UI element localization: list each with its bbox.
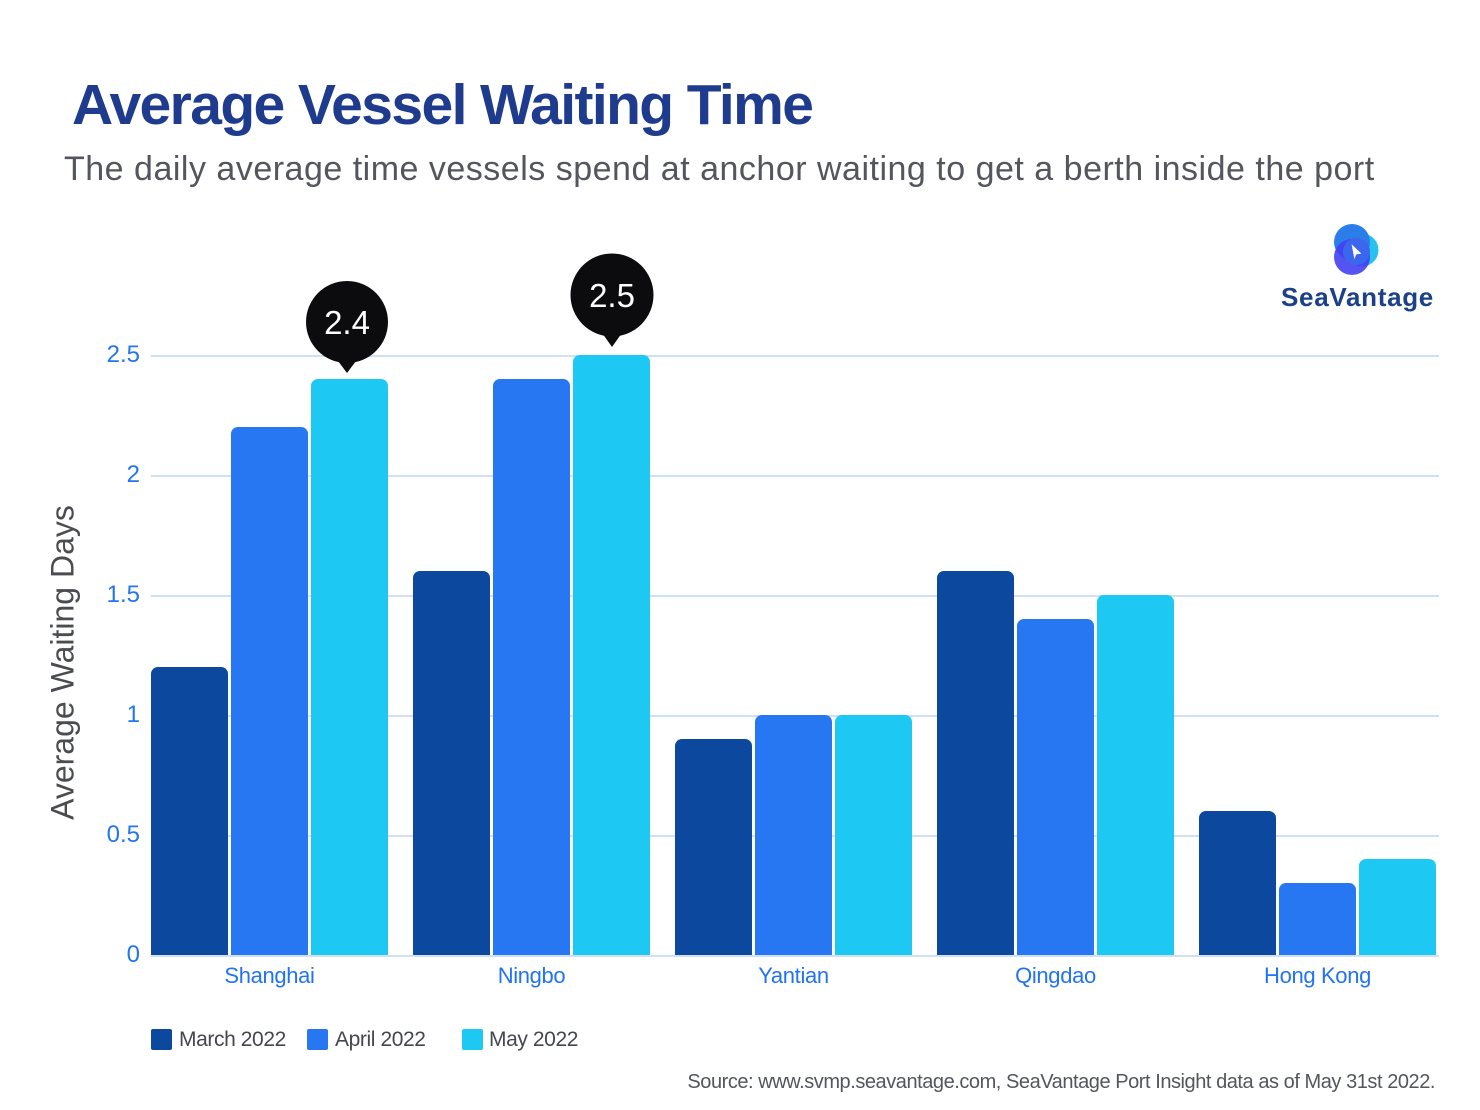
svg-text:2.4: 2.4: [324, 304, 370, 341]
svg-text:2.5: 2.5: [589, 277, 635, 314]
